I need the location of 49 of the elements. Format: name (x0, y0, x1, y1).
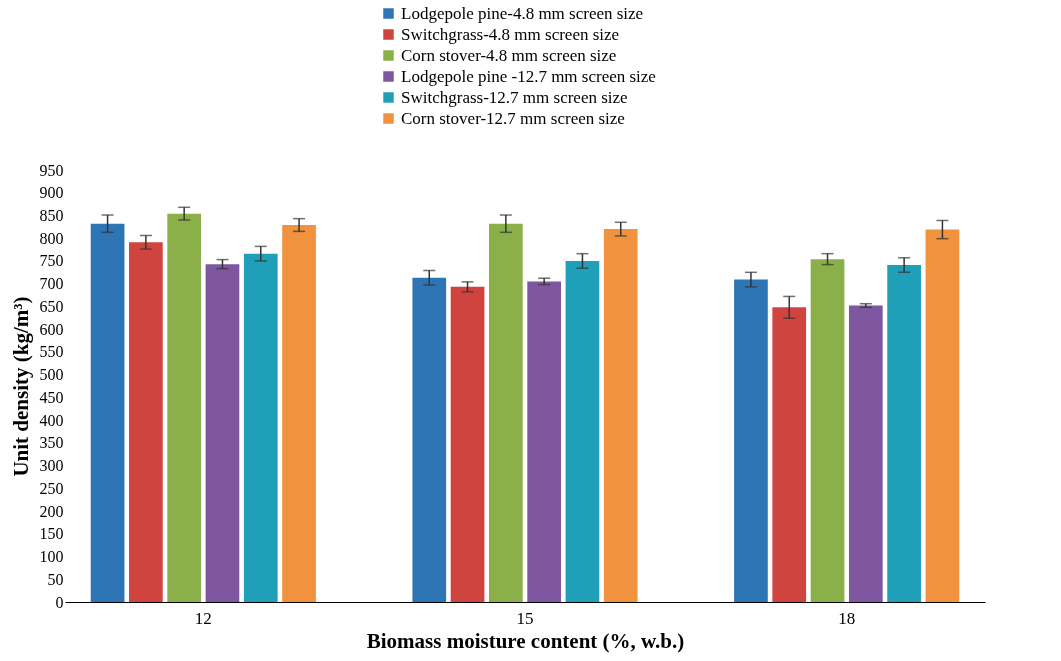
y-tick-label: 500 (39, 366, 64, 384)
y-tick-label: 0 (55, 593, 64, 611)
legend-label: Corn stover-4.8 mm screen size (401, 45, 617, 65)
legend-label: Switchgrass-4.8 mm screen size (401, 24, 620, 44)
y-tick-label: 600 (39, 320, 64, 338)
y-tick-label: 550 (39, 343, 64, 361)
y-tick-label: 750 (39, 252, 64, 270)
bar (282, 225, 316, 602)
y-tick-label: 700 (39, 275, 64, 293)
x-tick-label: 18 (838, 608, 856, 628)
bar (205, 264, 240, 602)
y-tick-label: 50 (47, 570, 64, 588)
y-tick-label: 800 (39, 229, 64, 247)
bar (412, 277, 447, 602)
legend-label: Lodgepole pine -12.7 mm screen size (401, 66, 656, 86)
legend-label: Lodgepole pine-4.8 mm screen size (401, 3, 644, 23)
bar (848, 305, 883, 602)
bar (925, 229, 960, 602)
legend-label: Switchgrass-12.7 mm screen size (401, 87, 628, 107)
y-tick-label: 300 (39, 457, 64, 475)
bar (772, 307, 807, 602)
bar (167, 213, 202, 602)
y-tick-label: 900 (39, 184, 64, 202)
bar (734, 279, 768, 602)
y-tick-label: 250 (39, 479, 64, 497)
bar (243, 253, 278, 602)
bar (603, 229, 638, 602)
y-tick-label: 400 (39, 411, 64, 429)
bar (90, 223, 125, 602)
y-tick-label: 650 (39, 297, 64, 315)
y-tick-label: 850 (39, 206, 64, 224)
y-tick-label: 450 (39, 388, 64, 406)
bar (489, 223, 523, 602)
bar (810, 259, 845, 602)
y-axis-title: Unit density (kg/m³) (8, 296, 33, 477)
y-tick-label: 950 (39, 161, 64, 179)
bar (887, 265, 921, 602)
y-tick-label: 100 (39, 548, 64, 566)
legend-label: Corn stover-12.7 mm screen size (401, 108, 625, 128)
x-axis-title: Biomass moisture content (%, w.b.) (366, 628, 685, 653)
y-tick-label: 200 (39, 502, 64, 520)
bar (129, 242, 163, 602)
y-tick-label: 150 (39, 525, 64, 543)
x-tick-label: 12 (194, 608, 212, 628)
y-tick-label: 350 (39, 434, 64, 452)
bar (527, 281, 561, 602)
x-tick-label: 15 (516, 608, 534, 628)
bar (450, 286, 485, 602)
bar (565, 260, 600, 602)
